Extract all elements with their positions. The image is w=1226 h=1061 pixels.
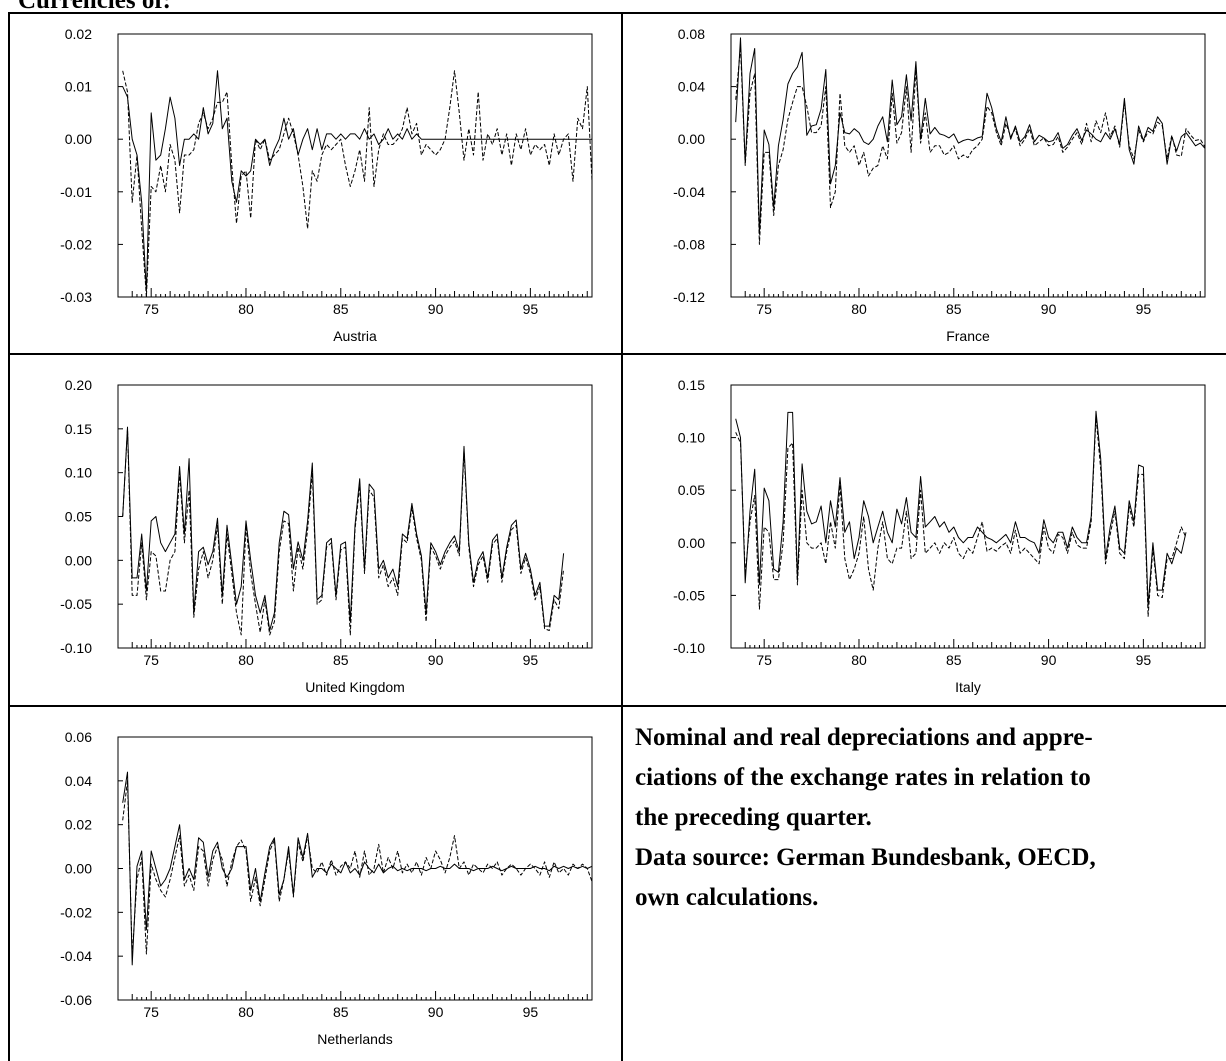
plot-area — [117, 384, 593, 649]
y-tick-label: -0.02 — [60, 236, 92, 252]
x-tick-label: 75 — [143, 652, 159, 668]
x-tick-label: 95 — [523, 1004, 539, 1020]
series-line-solid — [735, 37, 1206, 235]
series-line-solid — [122, 771, 593, 966]
y-tick-label: 0.02 — [65, 817, 92, 833]
x-tick-label: 90 — [428, 652, 444, 668]
y-tick-label: 0.05 — [65, 509, 92, 525]
series-line-solid — [122, 426, 565, 631]
chart-svg: 0.06 0.04 0.02 0.00 -0.02 -0.04 -0.06 75 80 85 90 9… — [60, 729, 593, 1047]
figure-caption: Nominal and real depreciations and appre… — [635, 718, 1225, 918]
y-tick-label: -0.02 — [60, 904, 92, 920]
y-tick-label: -0.04 — [60, 948, 92, 964]
x-tick-label: 85 — [946, 301, 962, 317]
series-line-dashed — [735, 416, 1187, 617]
frame-row-divider-1 — [8, 353, 1226, 355]
y-tick-label: 0.06 — [65, 729, 92, 745]
chart-austria: 0.02 0.01 0.00 -0.01 -0.02 -0.03 75 80 85 90 95 Aus… — [10, 14, 612, 344]
y-tick-label: 0.08 — [678, 26, 705, 42]
x-tick-label: 95 — [1136, 301, 1152, 317]
y-tick-label: 0.02 — [65, 26, 92, 42]
chart-svg: 0.20 0.15 0.10 0.05 0.00 -0.05 -0.10 75 80 85 90 95… — [60, 377, 593, 695]
x-tick-label: 80 — [238, 652, 254, 668]
y-tick-label: 0.15 — [65, 421, 92, 437]
caption-line: the preceding quarter. — [635, 804, 872, 831]
series-line-dashed — [122, 70, 593, 298]
x-tick-label: 90 — [1041, 301, 1057, 317]
x-tick-label: 85 — [946, 652, 962, 668]
caption-line: ciations of the exchange rates in relati… — [635, 764, 1091, 791]
y-tick-label: 0.04 — [65, 773, 92, 789]
plot-area — [117, 33, 593, 298]
frame-top-border — [8, 12, 1226, 14]
x-tick-label: 85 — [333, 1004, 349, 1020]
chart-svg: 0.08 0.04 0.00 -0.04 -0.08 -0.12 75 80 85 90 95 Fra… — [673, 26, 1206, 344]
frame-left-border — [8, 12, 10, 1061]
y-tick-label: 0.20 — [65, 377, 92, 393]
x-tick-label: 85 — [333, 652, 349, 668]
y-tick-label: -0.10 — [60, 640, 92, 656]
x-axis-label: Netherlands — [317, 1031, 393, 1047]
x-tick-label: 95 — [1136, 652, 1152, 668]
x-tick-label: 75 — [143, 1004, 159, 1020]
x-tick-label: 90 — [428, 1004, 444, 1020]
frame-center-divider — [621, 12, 623, 1061]
y-tick-label: 0.00 — [65, 131, 92, 147]
y-tick-label: 0.15 — [678, 377, 705, 393]
y-tick-label: -0.06 — [60, 992, 92, 1008]
frame-row-divider-2 — [8, 705, 1226, 707]
x-tick-label: 80 — [238, 301, 254, 317]
series-line-dashed — [122, 780, 593, 957]
y-tick-label: -0.08 — [673, 236, 705, 252]
series-line-dashed — [735, 46, 1206, 245]
y-tick-label: 0.00 — [65, 861, 92, 877]
chart-netherlands: 0.06 0.04 0.02 0.00 -0.02 -0.04 -0.06 75 80 85 90 9… — [10, 717, 612, 1047]
y-tick-label: -0.05 — [673, 587, 705, 603]
x-tick-label: 95 — [523, 652, 539, 668]
y-tick-label: -0.04 — [673, 184, 705, 200]
series-line-dashed — [122, 428, 565, 636]
chart-france: 0.08 0.04 0.00 -0.04 -0.08 -0.12 75 80 85 90 95 Fra… — [623, 14, 1225, 344]
chart-united-kingdom: 0.20 0.15 0.10 0.05 0.00 -0.05 -0.10 75 80 85 90 95… — [10, 365, 612, 695]
y-tick-label: -0.05 — [60, 596, 92, 612]
y-tick-label: 0.00 — [65, 552, 92, 568]
chart-italy: 0.15 0.10 0.05 0.00 -0.05 -0.10 75 80 85 90 95 Ital… — [623, 365, 1225, 695]
y-tick-label: 0.05 — [678, 482, 705, 498]
y-tick-label: -0.10 — [673, 640, 705, 656]
caption-line: Data source: German Bundesbank, OECD, — [635, 844, 1096, 871]
plot-area — [730, 33, 1206, 298]
caption-line: Nominal and real depreciations and appre… — [635, 724, 1093, 751]
x-axis-label: France — [946, 328, 990, 344]
x-tick-label: 85 — [333, 301, 349, 317]
x-tick-label: 80 — [851, 652, 867, 668]
series-line-solid — [735, 410, 1187, 607]
y-tick-label: 0.01 — [65, 79, 92, 95]
x-axis-label: Italy — [955, 679, 981, 695]
y-tick-label: 0.04 — [678, 79, 705, 95]
y-tick-label: 0.10 — [678, 430, 705, 446]
y-tick-label: -0.03 — [60, 289, 92, 305]
y-tick-label: 0.00 — [678, 535, 705, 551]
caption-line: own calculations. — [635, 884, 819, 911]
x-tick-label: 90 — [428, 301, 444, 317]
x-tick-label: 75 — [143, 301, 159, 317]
y-tick-label: 0.00 — [678, 131, 705, 147]
x-tick-label: 80 — [851, 301, 867, 317]
chart-svg: 0.15 0.10 0.05 0.00 -0.05 -0.10 75 80 85 90 95 Ital… — [673, 377, 1206, 695]
x-tick-label: 95 — [523, 301, 539, 317]
chart-svg: 0.02 0.01 0.00 -0.01 -0.02 -0.03 75 80 85 90 95 Aus… — [60, 26, 593, 344]
x-tick-label: 75 — [756, 301, 772, 317]
x-axis-label: United Kingdom — [305, 679, 405, 695]
y-tick-label: -0.12 — [673, 289, 705, 305]
x-axis-label: Austria — [333, 328, 377, 344]
x-tick-label: 90 — [1041, 652, 1057, 668]
page-title: Currencies of: — [18, 0, 171, 14]
y-tick-label: 0.10 — [65, 465, 92, 481]
y-tick-label: -0.01 — [60, 184, 92, 200]
x-tick-label: 75 — [756, 652, 772, 668]
series-line-solid — [122, 70, 592, 293]
x-tick-label: 80 — [238, 1004, 254, 1020]
figure-frame — [8, 12, 1226, 1061]
